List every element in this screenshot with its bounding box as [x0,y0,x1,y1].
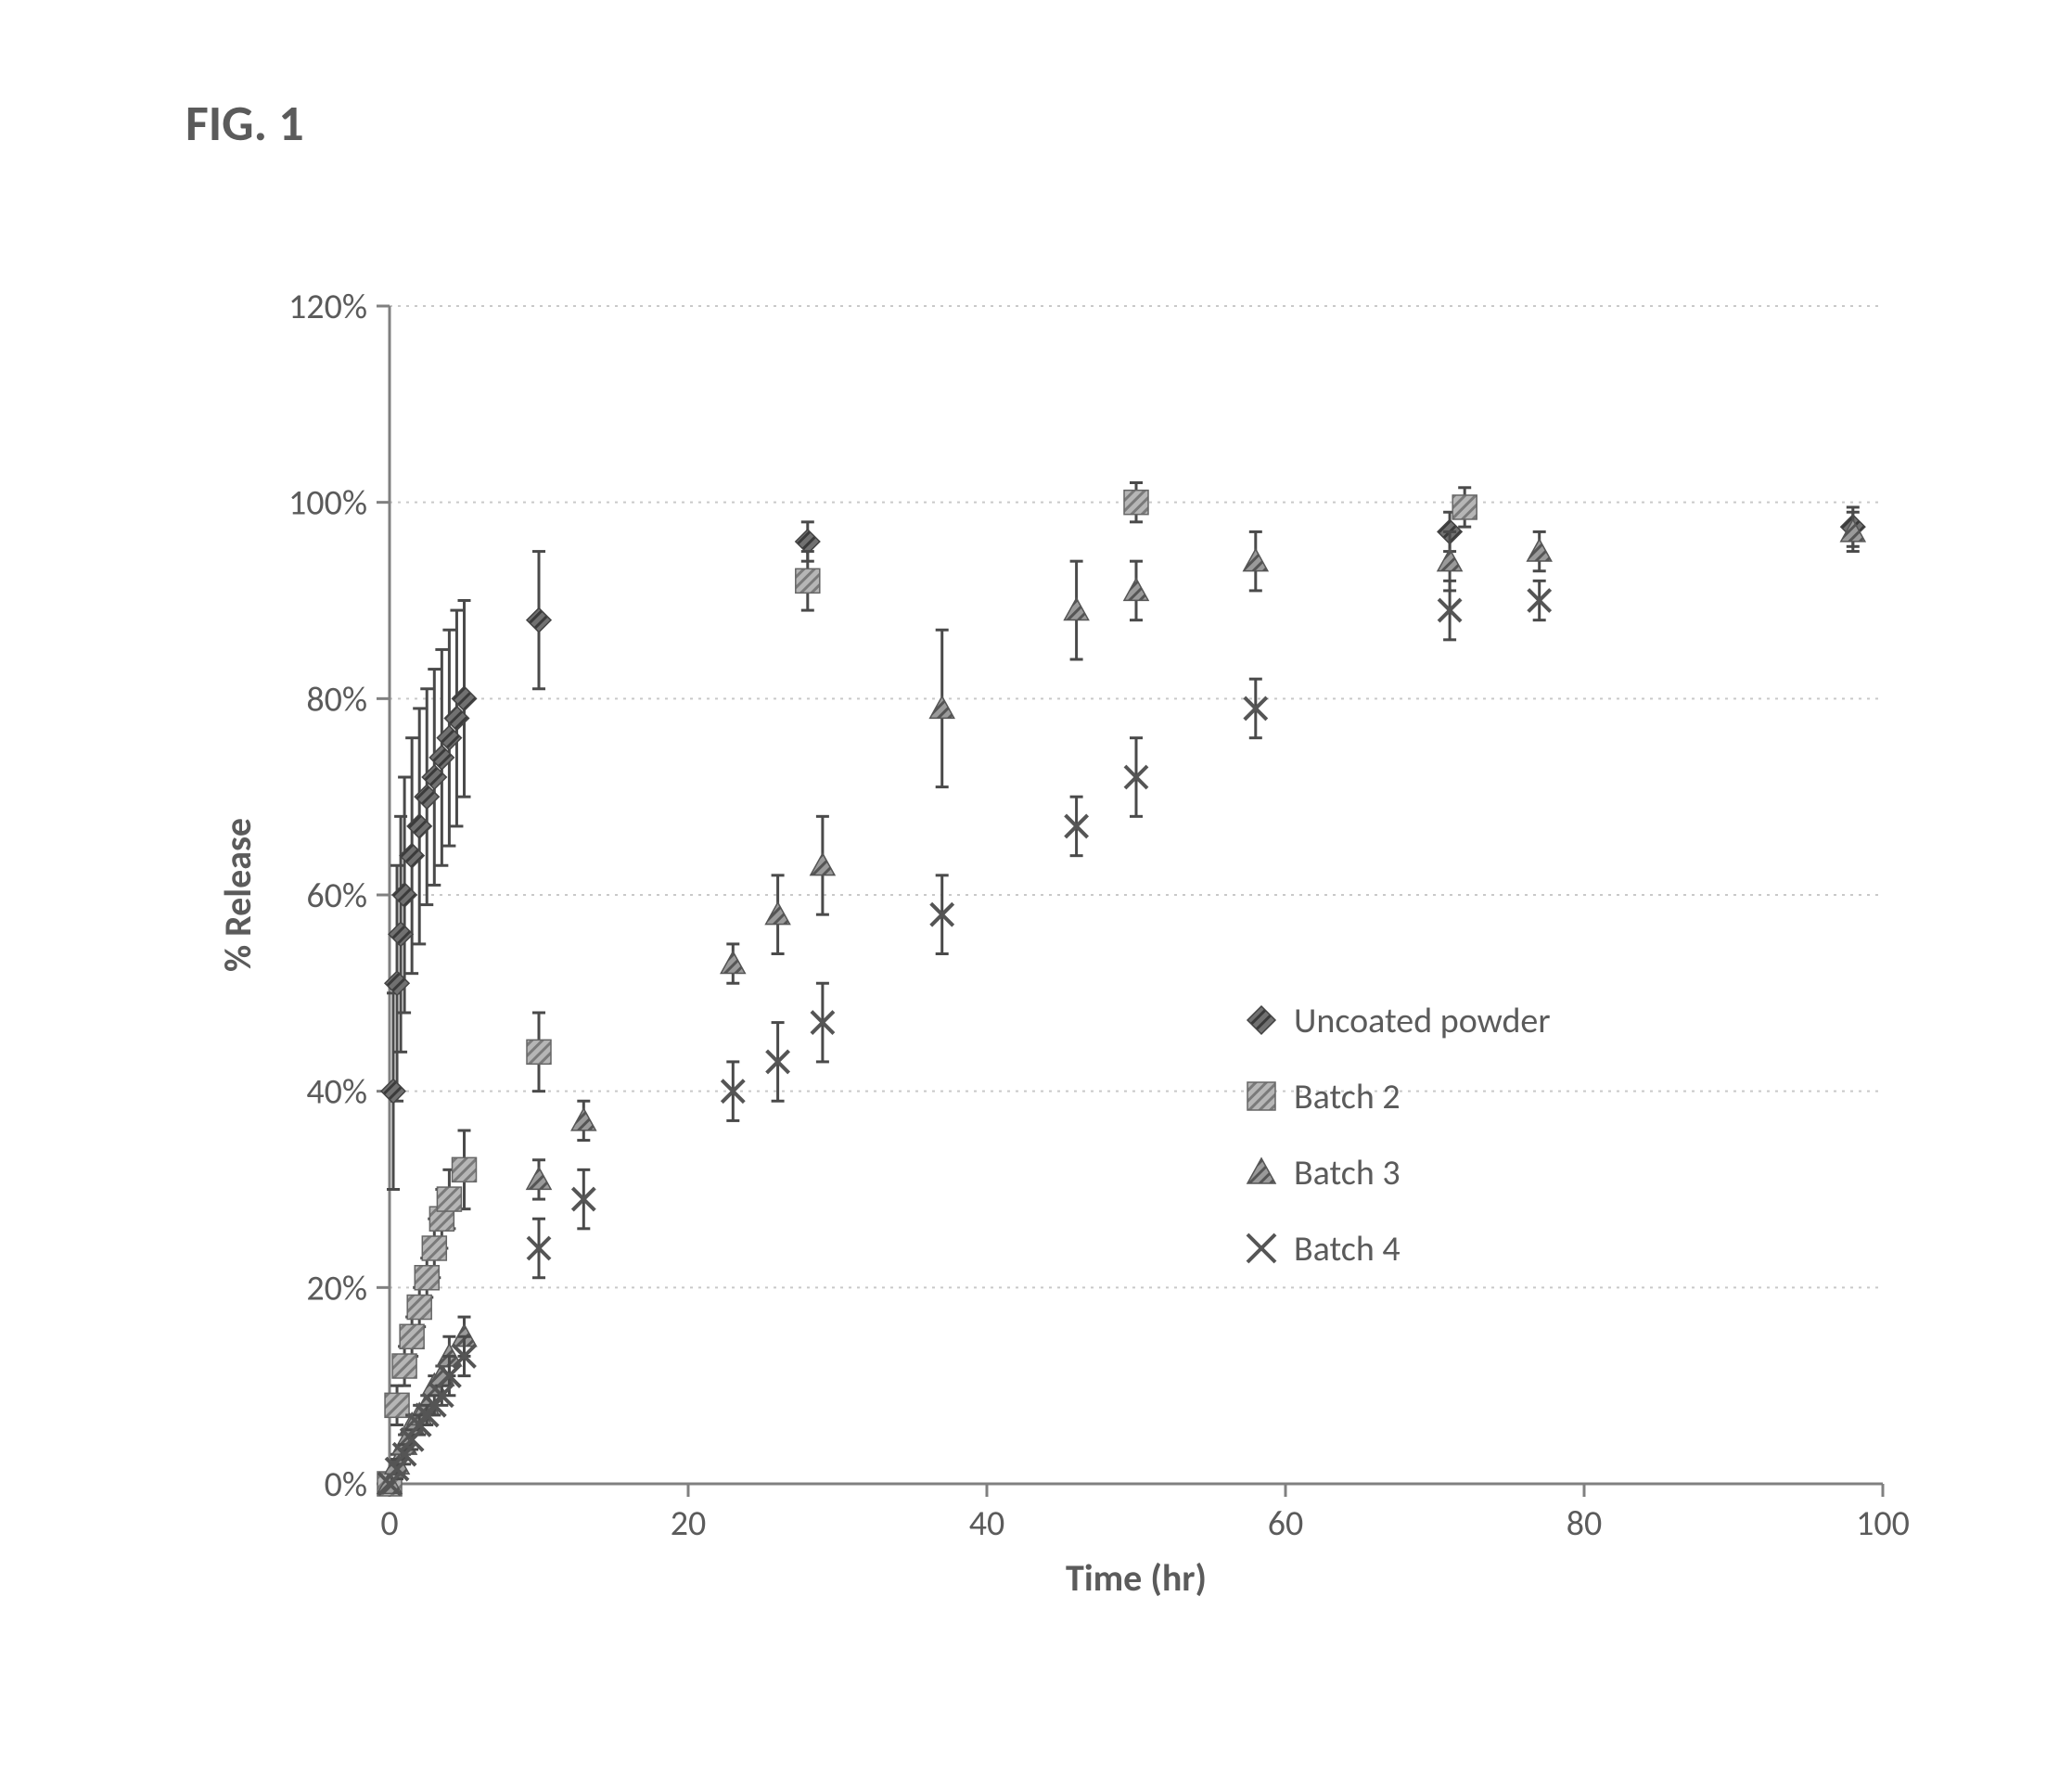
svg-text:Batch 3: Batch 3 [1294,1152,1401,1194]
svg-text:Batch 4: Batch 4 [1294,1228,1401,1271]
svg-text:20: 20 [671,1502,707,1545]
series-batch-2 [377,483,1477,1497]
svg-text:60: 60 [1268,1502,1304,1545]
svg-text:% Release: % Release [215,818,261,972]
svg-text:100%: 100% [288,482,367,525]
svg-text:20%: 20% [306,1267,367,1309]
svg-text:100: 100 [1856,1502,1910,1545]
svg-text:Batch 2: Batch 2 [1294,1076,1401,1118]
release-chart: 0 20 40 60 80 100 0% 20% 40% 60% 80% 100% 120% Time (… [176,250,1920,1660]
legend: Uncoated powder Batch 2 Batch 3 Batch 4 [1247,1000,1551,1271]
svg-text:Time (hr): Time (hr) [1066,1555,1207,1601]
svg-text:0: 0 [380,1502,398,1545]
svg-text:0%: 0% [325,1463,367,1506]
svg-text:Uncoated powder: Uncoated powder [1294,1000,1551,1042]
svg-text:40: 40 [969,1502,1005,1545]
svg-text:120%: 120% [288,286,367,328]
svg-text:80%: 80% [306,678,367,721]
figure-label: FIG. 1 [185,93,304,154]
series-batch-3 [377,512,1865,1493]
svg-text:80: 80 [1567,1502,1603,1545]
svg-text:60%: 60% [306,875,367,917]
svg-text:40%: 40% [306,1071,367,1114]
series-uncoated-powder [377,507,1865,1496]
